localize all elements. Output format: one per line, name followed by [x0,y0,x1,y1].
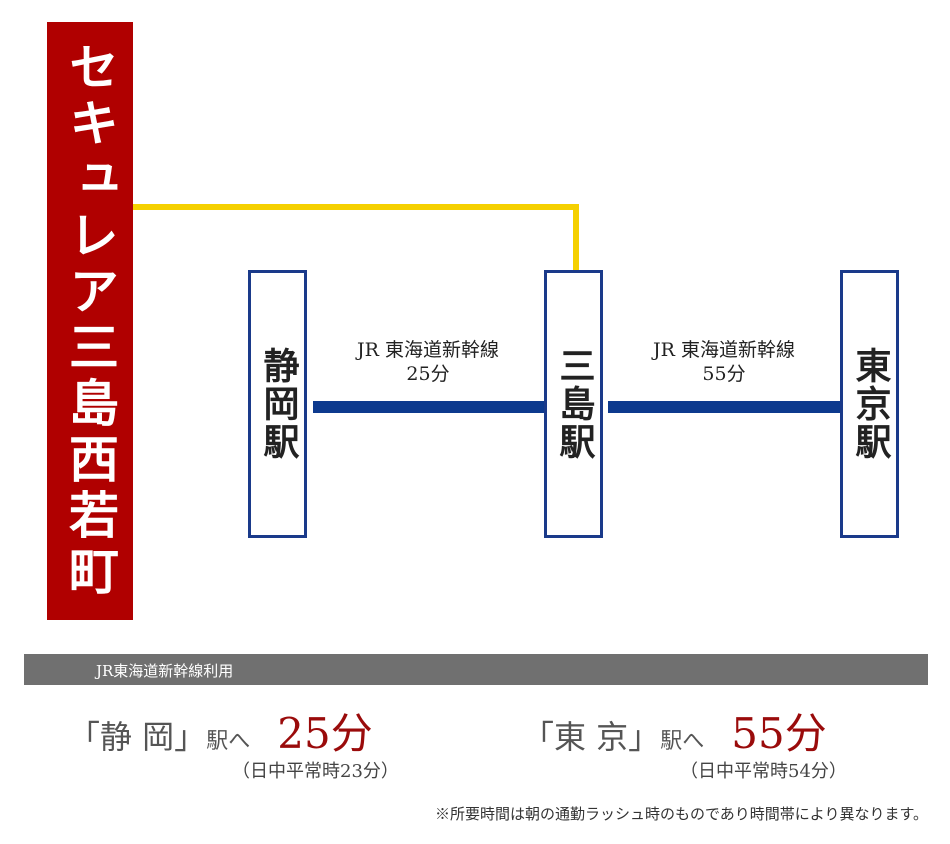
travel-time: 55分 [702,363,746,385]
destination: 「東 京」 [522,718,661,756]
footnote: ※所要時間は朝の通勤ラッシュ時のものであり時間帯により異なります。 [434,805,928,823]
station-box: 静岡駅 [248,270,307,538]
summary-header-text: JR東海道新幹線利用 [96,662,234,680]
destination: 「静 岡」 [68,718,207,756]
link-label: JR 東海道新幹線 55分 [609,338,839,386]
summary-header: JR東海道新幹線利用 [24,654,928,685]
access-line [133,204,579,270]
origin-label: セキュレア三島西若町 [61,41,119,601]
suffix: 駅へ [206,729,251,754]
line-name: JR 東海道新幹線 [357,339,499,361]
station-label: 静岡駅 [257,347,299,461]
time: 55分 [731,709,827,758]
summary-item: 「東 京」駅へ 55分 [522,700,827,761]
summary-note: （日中平常時23分） [232,761,399,782]
line-name: JR 東海道新幹線 [653,339,795,361]
station-label: 三島駅 [553,347,595,461]
travel-time: 25分 [406,363,450,385]
summary-note: （日中平常時54分） [680,761,847,782]
summary-item: 「静 岡」駅へ 25分 [68,700,373,761]
station-box: 東京駅 [840,270,899,538]
time: 25分 [277,709,373,758]
suffix: 駅へ [660,729,705,754]
link-label: JR 東海道新幹線 25分 [313,338,543,386]
station-box: 三島駅 [544,270,603,538]
station-label: 東京駅 [849,347,891,461]
origin-box: セキュレア三島西若町 [47,22,133,620]
